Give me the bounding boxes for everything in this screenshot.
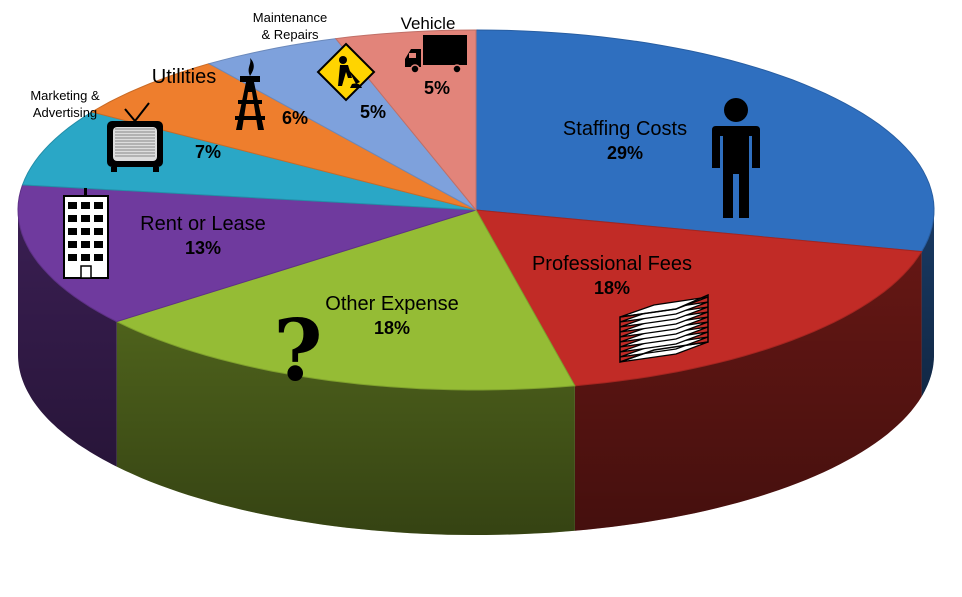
- slice-name-text: & Repairs: [261, 27, 319, 42]
- slice-name-text: Vehicle: [401, 14, 456, 33]
- slice-icons: ?: [63, 35, 760, 400]
- label-marketing-and-advertising: Marketing & Advertising 7%: [30, 88, 221, 162]
- slice-name-text: Professional Fees: [532, 253, 692, 275]
- oil-derrick-icon: [235, 58, 265, 130]
- label-professional-fees: Professional Fees 18%: [532, 253, 692, 298]
- slice-side-other-expense: [116, 321, 575, 535]
- slice-other-expense: [115, 209, 576, 391]
- slice-rent-or-lease: [17, 184, 477, 323]
- slice-side-professional-fees: [574, 251, 922, 531]
- slice-name-text: Advertising: [33, 105, 97, 120]
- slice-percent-text: 6%: [282, 108, 308, 128]
- label-maintenance-and-repairs: Maintenance & Repairs 5%: [253, 10, 386, 122]
- slice-percent-text: 18%: [374, 318, 410, 338]
- slice-name-text: Maintenance: [253, 10, 327, 25]
- slice-name-text: Rent or Lease: [140, 213, 266, 235]
- slice-percent-text: 7%: [195, 142, 221, 162]
- question-mark-icon: ?: [273, 301, 322, 400]
- paper-stack-icon: [619, 293, 709, 364]
- slice-percent-text: 18%: [594, 278, 630, 298]
- label-staffing-costs: Staffing Costs 29%: [563, 118, 687, 163]
- svg-text:?: ?: [273, 301, 322, 400]
- television-icon: [107, 102, 163, 172]
- slice-name-text: Staffing Costs: [563, 118, 687, 140]
- truck-icon: [405, 35, 467, 74]
- slice-percent-text: 5%: [424, 78, 450, 98]
- slice-name-text: Marketing &: [30, 88, 100, 103]
- pie-depth-sides: [18, 210, 934, 535]
- slice-percent-text: 5%: [360, 102, 386, 122]
- slice-side-staffing-costs: [921, 210, 934, 397]
- person-icon: [712, 98, 760, 218]
- label-rent-or-lease: Rent or Lease 13%: [140, 213, 266, 258]
- slice-name-text: Utilities: [152, 66, 216, 88]
- slice-name-text: Other Expense: [325, 293, 458, 315]
- slice-staffing-costs: [475, 29, 935, 253]
- slice-side-rent-or-lease: [18, 210, 117, 467]
- men-at-work-sign-icon: [316, 42, 376, 102]
- slice-utilities: [90, 63, 477, 211]
- slice-maintenance-and-repairs: [207, 38, 477, 211]
- label-vehicle: Vehicle 5%: [401, 14, 456, 98]
- slice-percent-text: 29%: [607, 143, 643, 163]
- label-other-expense: Other Expense 18%: [325, 293, 458, 338]
- slice-percent-text: 13%: [185, 238, 221, 258]
- building-icon: [63, 188, 109, 279]
- label-utilities: Utilities 6%: [152, 66, 308, 128]
